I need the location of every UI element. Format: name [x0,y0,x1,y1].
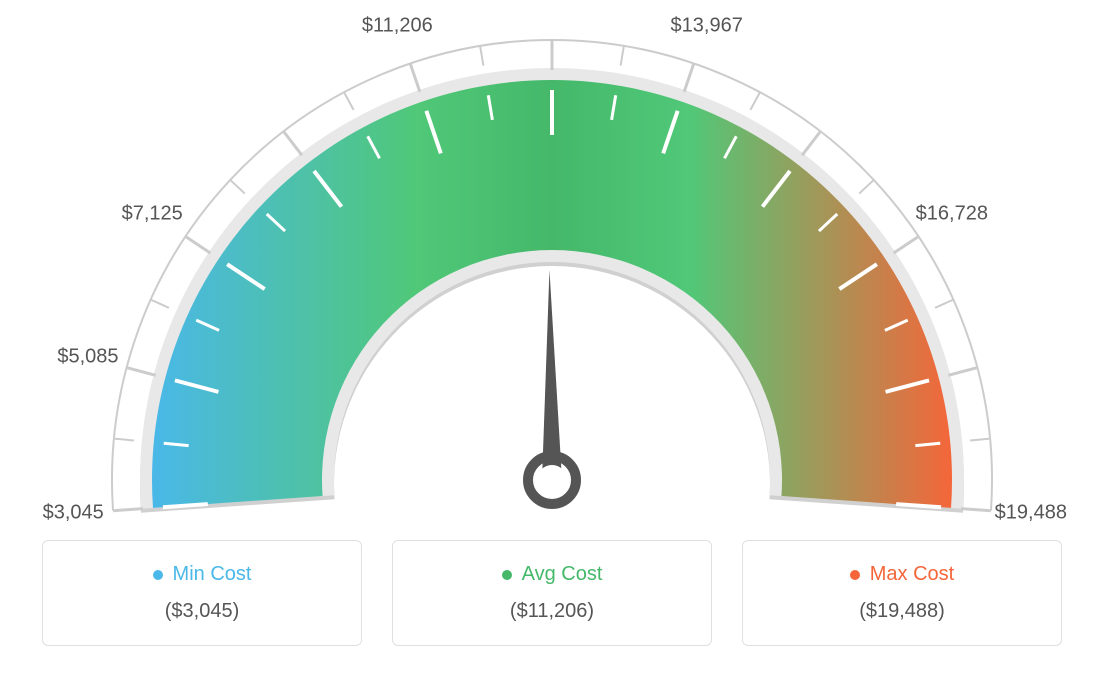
gauge-scale-tick [970,439,990,441]
gauge-scale-tick [186,237,211,254]
legend-title: Min Cost [153,563,252,586]
legend-title: Avg Cost [502,563,603,586]
gauge-scale-tick [230,180,245,194]
gauge-tick-label: $7,125 [122,203,183,226]
gauge-scale-tick [935,300,953,308]
gauge-tick-label: $13,967 [671,14,743,37]
legend-card: Avg Cost ($11,206) [392,540,712,646]
gauge-scale-tick [621,46,624,66]
legend-card: Max Cost ($19,488) [742,540,1062,646]
gauge-scale-tick [151,300,169,308]
gauge-svg [20,20,1084,520]
legend-title-text: Min Cost [173,563,252,586]
gauge-scale-tick [284,131,302,155]
legend-row: Min Cost ($3,045) Avg Cost ($11,206) Max… [20,540,1084,646]
legend-dot [153,570,163,580]
gauge-needle [542,270,562,480]
gauge-scale-tick [480,46,483,66]
legend-title: Max Cost [850,563,954,586]
legend-title-text: Avg Cost [522,563,603,586]
legend-dot [502,570,512,580]
legend-dot [850,570,860,580]
gauge-tick-label: $16,728 [916,203,988,226]
legend-value: ($3,045) [53,600,351,623]
gauge-scale-tick [114,439,134,441]
gauge-tick-label: $19,488 [995,502,1067,525]
gauge-scale-tick [684,63,694,91]
gauge-scale-tick [410,63,420,91]
gauge-tick-label: $11,206 [362,14,433,37]
gauge-scale-tick [859,180,874,194]
gauge-tick-label: $3,045 [43,502,104,525]
gauge-scale-tick [961,509,991,511]
gauge-scale-tick [127,368,156,376]
gauge-scale-tick [344,92,353,110]
gauge-chart: $3,045$5,085$7,125$11,206$13,967$16,728$… [20,20,1084,520]
gauge-needle-hub-inner [537,465,567,495]
gauge-scale-tick [113,509,143,511]
legend-value: ($19,488) [753,600,1051,623]
gauge-scale-tick [893,237,918,254]
gauge-scale-tick [948,368,977,376]
gauge-scale-tick [750,92,759,110]
legend-value: ($11,206) [403,600,701,623]
legend-title-text: Max Cost [870,563,954,586]
gauge-tick-label: $5,085 [57,346,118,369]
gauge-scale-tick [802,131,820,155]
legend-card: Min Cost ($3,045) [42,540,362,646]
